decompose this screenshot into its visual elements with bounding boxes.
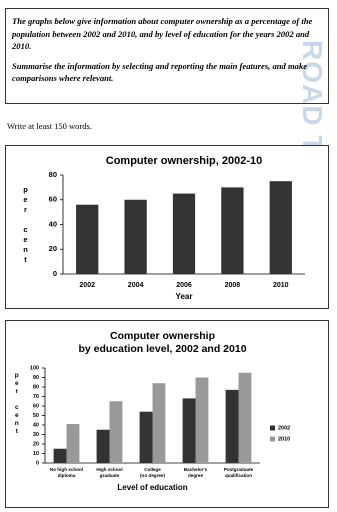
legend-label: 2010: [278, 436, 290, 442]
y-tick-label: 70: [33, 394, 39, 400]
prompt-text: The graphs below give information about …: [12, 16, 313, 51]
x-axis-label: Year: [176, 292, 193, 301]
prompt-text: Summarise the information by selecting a…: [12, 60, 308, 84]
bar: [152, 383, 166, 463]
bar: [221, 187, 244, 274]
x-tick-label: 2004: [128, 282, 144, 289]
bar: [195, 377, 209, 463]
chart-1: Computer ownership, 2002-10 per cent 0 20 40…: [5, 145, 329, 309]
y-tick-label: 0: [36, 460, 39, 466]
bar: [225, 389, 239, 463]
x-tick-label: 2010: [273, 282, 289, 289]
x-axis-label: Level of education: [117, 483, 187, 492]
y-tick-label: 90: [33, 375, 39, 381]
y-tick-label: 30: [33, 432, 39, 438]
x-tick-label: Bachelor's: [184, 467, 208, 472]
y-tick-label: 50: [33, 413, 39, 419]
y-tick-label: 100: [30, 365, 39, 371]
bar: [269, 181, 292, 274]
y-axis-label: per cent: [13, 372, 20, 436]
chart-title: Computer ownership: [110, 330, 215, 342]
x-tick-label: High school: [96, 467, 122, 472]
bar: [96, 429, 110, 463]
x-tick-label: 2008: [225, 282, 241, 289]
y-axis-label: per cent: [21, 185, 30, 265]
y-tick-label: 20: [49, 244, 57, 253]
chart-frame: [5, 320, 329, 508]
instruction: Write at least 150 words.: [7, 121, 92, 131]
y-tick-label: 20: [33, 441, 39, 447]
chart-title: by education level, 2002 and 2010: [78, 343, 246, 355]
y-tick-label: 80: [49, 170, 57, 179]
legend-label: 2002: [278, 425, 290, 431]
bar: [172, 193, 196, 274]
y-tick-label: 40: [49, 219, 57, 228]
x-tick-label: (no degree): [140, 473, 165, 478]
y-tick-label: 60: [49, 195, 57, 204]
bar: [76, 204, 99, 274]
x-tick-label: College: [144, 467, 161, 472]
bar: [109, 401, 123, 463]
x-tick-label: 2006: [176, 282, 192, 289]
y-tick-label: 10: [33, 451, 39, 457]
legend-swatch: [270, 425, 275, 431]
bar: [66, 424, 80, 463]
y-tick-label: 80: [33, 384, 39, 390]
y-tick-label: 0: [53, 269, 57, 278]
bar: [182, 398, 196, 463]
x-tick-label: qualification: [225, 473, 252, 478]
y-tick-label: 40: [33, 422, 39, 428]
chart-title: Computer ownership, 2002-10: [106, 155, 263, 167]
y-tick-label: 60: [33, 403, 39, 409]
x-tick-label: diploma: [58, 473, 76, 478]
legend-swatch: [270, 436, 275, 442]
bar: [238, 372, 252, 463]
bar: [53, 448, 67, 463]
bar: [139, 411, 153, 463]
x-tick-label: No high school: [50, 467, 83, 472]
x-tick-label: graduate: [100, 473, 120, 478]
x-tick-label: Postgraduate: [224, 467, 254, 472]
x-tick-label: 2002: [79, 282, 95, 289]
x-tick-label: degree: [188, 473, 204, 478]
prompt-box: The graphs below give information about …: [5, 8, 329, 104]
bar: [124, 199, 147, 274]
